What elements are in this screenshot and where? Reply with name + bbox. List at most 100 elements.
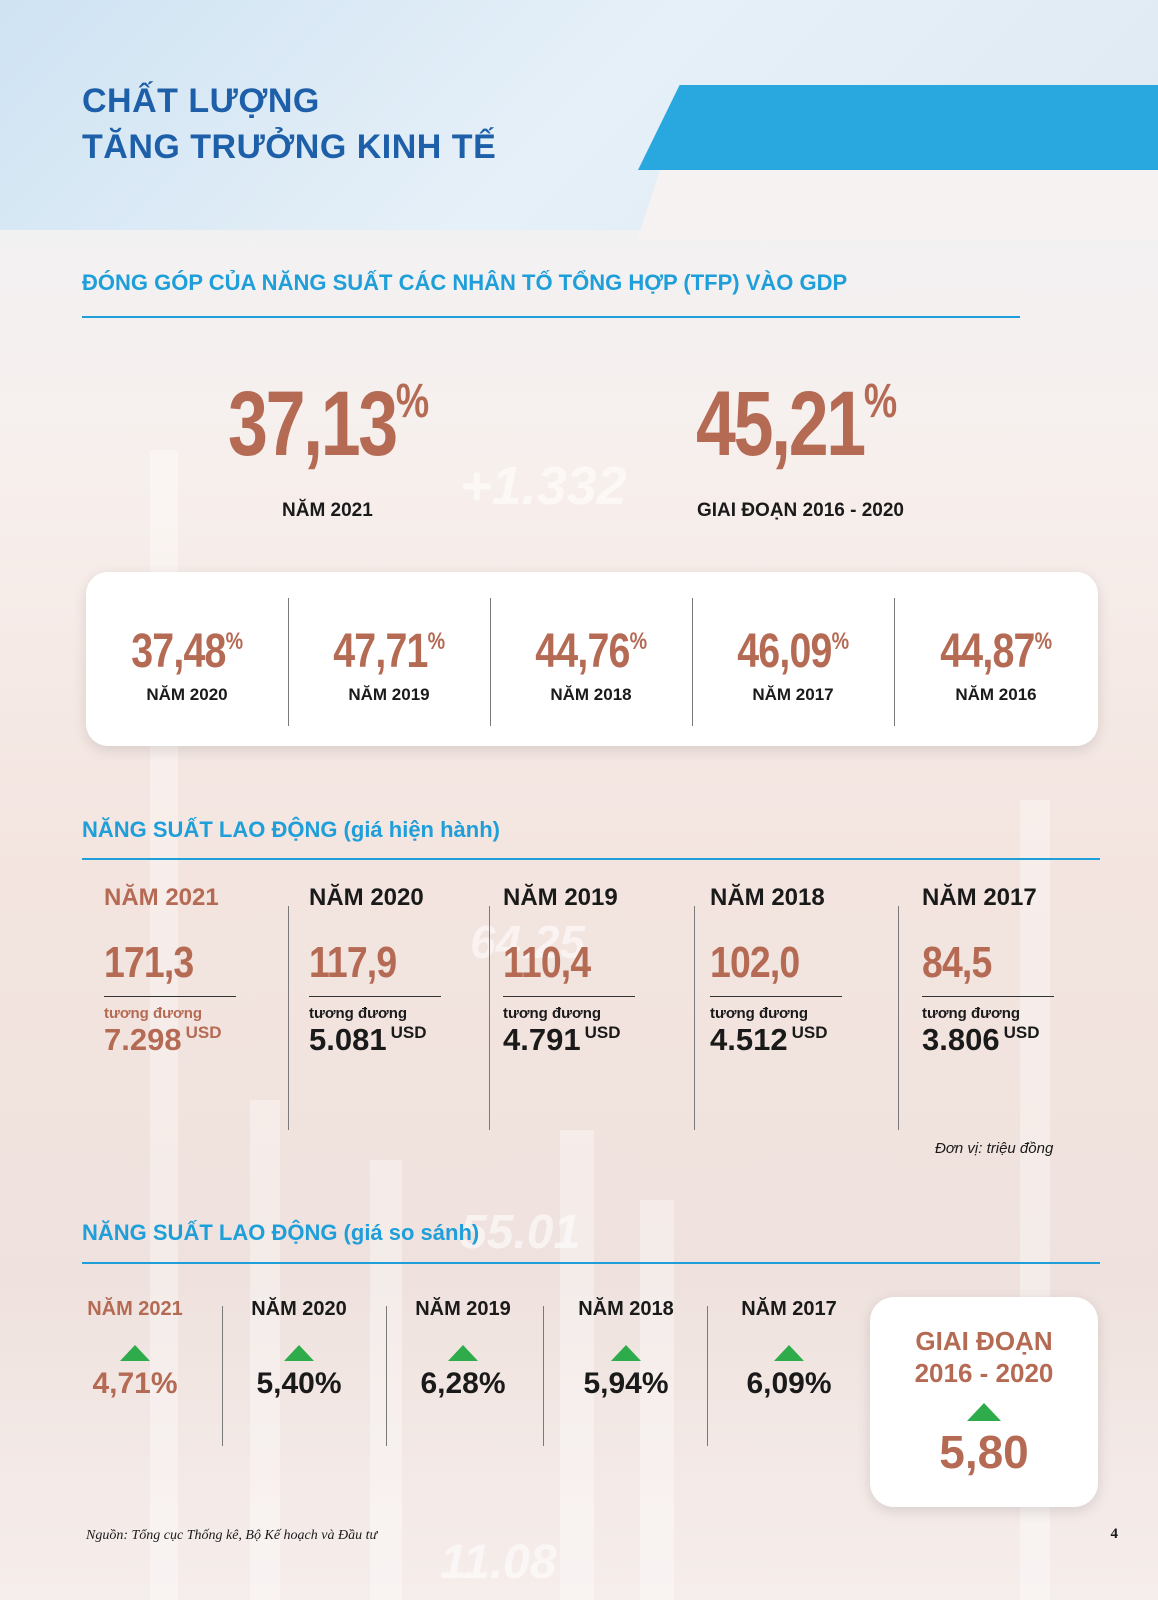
labor-current-section-title: NĂNG SUẤT LAO ĐỘNG (giá hiện hành) (82, 817, 500, 842)
triangle-up-icon (120, 1345, 150, 1361)
page-title-line1: CHẤT LƯỢNG (82, 82, 320, 120)
divider (386, 1306, 387, 1446)
page-number: 4 (1110, 1526, 1119, 1542)
labor-underline (710, 996, 842, 997)
labor-current-2019: NĂM 2019 110,4 tương đương 4.791 USD (503, 884, 693, 1058)
labor-value: 171,3 (104, 938, 194, 987)
tfp-year-label: NĂM 2020 (146, 685, 228, 704)
divider (894, 598, 895, 726)
labor-compare-2021: NĂM 2021 4,71% (60, 1298, 210, 1401)
tfp-section-title: ĐÓNG GÓP CỦA NĂNG SUẤT CÁC NHÂN TỐ TỔNG … (82, 270, 848, 295)
labor-year: NĂM 2021 (104, 884, 219, 911)
labor-current-2017: NĂM 2017 84,5 tương đương 3.806 USD (922, 884, 1112, 1058)
tfp-year-value: 37,48% (131, 625, 243, 678)
tfp-year-2016: 44,87% NĂM 2016 (894, 572, 1098, 746)
tfp-year-value: 46,09% (737, 625, 849, 678)
tfp-years-card: 37,48% NĂM 2020 47,71% NĂM 2019 44,76% N… (86, 572, 1098, 746)
divider (692, 598, 693, 726)
tfp-year-value: 47,71% (333, 625, 445, 678)
labor-usd: 7.298 USD (104, 1022, 222, 1057)
divider (543, 1306, 544, 1446)
labor-compare-period-card: GIAI ĐOẠN 2016 - 2020 5,80 (870, 1297, 1098, 1507)
labor-year: NĂM 2017 (922, 884, 1037, 911)
labor-underline (922, 996, 1054, 997)
labor-compare-2020: NĂM 2020 5,40% (224, 1298, 374, 1401)
header-blue-band (638, 85, 1158, 170)
triangle-up-icon (774, 1345, 804, 1361)
growth-year: NĂM 2019 (415, 1298, 511, 1320)
labor-value: 84,5 (922, 938, 992, 987)
labor-year: NĂM 2018 (710, 884, 825, 911)
tfp-period-value: 45,21% (696, 373, 897, 475)
divider (898, 906, 899, 1130)
growth-year: NĂM 2018 (578, 1298, 674, 1320)
period-title: GIAI ĐOẠN 2016 - 2020 (870, 1325, 1098, 1389)
tfp-year-2020: 37,48% NĂM 2020 (86, 572, 288, 746)
tfp-year-value: 44,76% (535, 625, 647, 678)
labor-equiv-label: tương đương (104, 1005, 203, 1022)
tfp-2021-label: NĂM 2021 (282, 500, 373, 521)
divider (288, 598, 289, 726)
labor-current-2018: NĂM 2018 102,0 tương đương 4.512 USD (710, 884, 900, 1058)
growth-year: NĂM 2017 (741, 1298, 837, 1320)
labor-current-2021: NĂM 2021 171,3 tương đương 7.298 USD (104, 884, 294, 1058)
tfp-year-label: NĂM 2017 (752, 685, 834, 704)
growth-value: 5,94% (583, 1367, 669, 1400)
page-title-line2: TĂNG TRƯỞNG KINH TẾ (82, 128, 497, 166)
divider (490, 598, 491, 726)
labor-equiv-label: tương đương (503, 1005, 602, 1022)
labor-compare-section-title: NĂNG SUẤT LAO ĐỘNG (giá so sánh) (82, 1220, 480, 1245)
tfp-2021-value: 37,13% (228, 373, 429, 475)
source-note: Nguồn: Tổng cục Thống kê, Bộ Kế hoạch và… (86, 1528, 378, 1543)
labor-value: 117,9 (309, 938, 397, 987)
tfp-section-rule (82, 316, 1020, 318)
tfp-year-label: NĂM 2016 (955, 685, 1037, 704)
triangle-up-icon (967, 1403, 1001, 1421)
labor-current-section-rule (82, 858, 1100, 860)
page-header: CHẤT LƯỢNG TĂNG TRƯỞNG KINH TẾ (0, 0, 1158, 240)
tfp-year-label: NĂM 2018 (550, 685, 632, 704)
page-title: CHẤT LƯỢNG TĂNG TRƯỞNG KINH TẾ (82, 78, 496, 170)
labor-compare-2017: NĂM 2017 6,09% (714, 1298, 864, 1401)
labor-underline (104, 996, 236, 997)
period-title-line2: 2016 - 2020 (914, 1358, 1054, 1388)
labor-year: NĂM 2020 (309, 884, 424, 911)
labor-compare-2019: NĂM 2019 6,28% (388, 1298, 538, 1401)
tfp-year-2017: 46,09% NĂM 2017 (692, 572, 894, 746)
labor-compare-section-rule (82, 1262, 1100, 1264)
triangle-up-icon (284, 1345, 314, 1361)
divider (694, 906, 695, 1130)
divider (222, 1306, 223, 1446)
labor-underline (503, 996, 635, 997)
growth-year: NĂM 2021 (87, 1298, 183, 1320)
growth-value: 6,09% (746, 1367, 832, 1400)
unit-note: Đơn vị: triệu đồng (935, 1140, 1054, 1157)
labor-equiv-label: tương đương (710, 1005, 809, 1022)
divider (707, 1306, 708, 1446)
divider (288, 906, 289, 1130)
growth-value: 6,28% (420, 1367, 506, 1400)
labor-underline (309, 996, 441, 997)
labor-usd: 3.806 USD (922, 1022, 1040, 1057)
period-title-line1: GIAI ĐOẠN (915, 1326, 1053, 1356)
triangle-up-icon (611, 1345, 641, 1361)
triangle-up-icon (448, 1345, 478, 1361)
tfp-period-label: GIAI ĐOẠN 2016 - 2020 (697, 500, 904, 521)
labor-value: 102,0 (710, 938, 800, 987)
labor-usd: 4.791 USD (503, 1022, 621, 1057)
tfp-year-2018: 44,76% NĂM 2018 (490, 572, 692, 746)
labor-value: 110,4 (503, 938, 591, 987)
growth-value: 5,40% (256, 1367, 342, 1400)
growth-value: 4,71% (92, 1367, 178, 1400)
growth-year: NĂM 2020 (251, 1298, 347, 1320)
labor-current-2020: NĂM 2020 117,9 tương đương 5.081 USD (309, 884, 499, 1058)
labor-compare-2018: NĂM 2018 5,94% (551, 1298, 701, 1401)
divider (489, 906, 490, 1130)
period-value: 5,80 (939, 1426, 1029, 1478)
tfp-year-label: NĂM 2019 (348, 685, 430, 704)
labor-usd: 5.081 USD (309, 1022, 427, 1057)
tfp-year-2019: 47,71% NĂM 2019 (288, 572, 490, 746)
labor-year: NĂM 2019 (503, 884, 618, 911)
labor-equiv-label: tương đương (922, 1005, 1021, 1022)
labor-equiv-label: tương đương (309, 1005, 408, 1022)
